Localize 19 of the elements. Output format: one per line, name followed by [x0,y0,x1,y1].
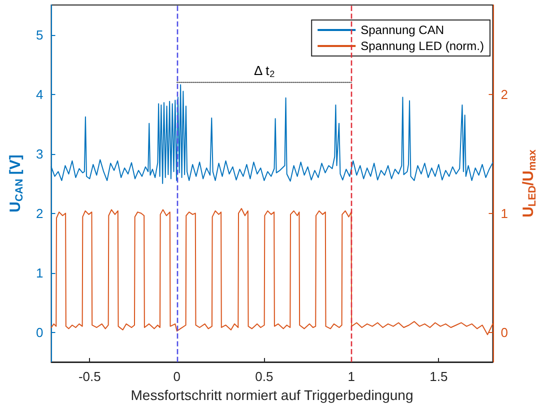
x-tick-label: 1 [348,369,356,384]
legend-label: Spannung CAN [360,23,444,37]
y-tick-label: 0 [36,324,44,340]
legend-label: Spannung LED (norm.) [360,39,484,53]
y-axis-title: UCAN [V] [7,154,26,212]
y-tick-label: 1 [36,265,44,280]
x-tick-label: -0.5 [78,369,101,384]
y-tick-label: 3 [36,146,44,162]
y-tick-label: 5 [36,27,44,42]
x-axis-title: Messfortschritt normiert auf Triggerbedingung [130,386,414,403]
y2-tick-label: 0 [500,324,508,340]
x-tick-label: 0 [173,369,181,384]
y-tick-label: 4 [36,86,44,102]
y2-axis-title: ULED/Umax [520,149,538,218]
x-tick-label: 0.5 [255,369,274,384]
x-tick-label: 1.5 [430,369,448,384]
y-tick-label: 2 [36,206,44,221]
y2-tick-label: 1 [500,206,508,221]
y2-tick-label: 2 [500,86,508,102]
